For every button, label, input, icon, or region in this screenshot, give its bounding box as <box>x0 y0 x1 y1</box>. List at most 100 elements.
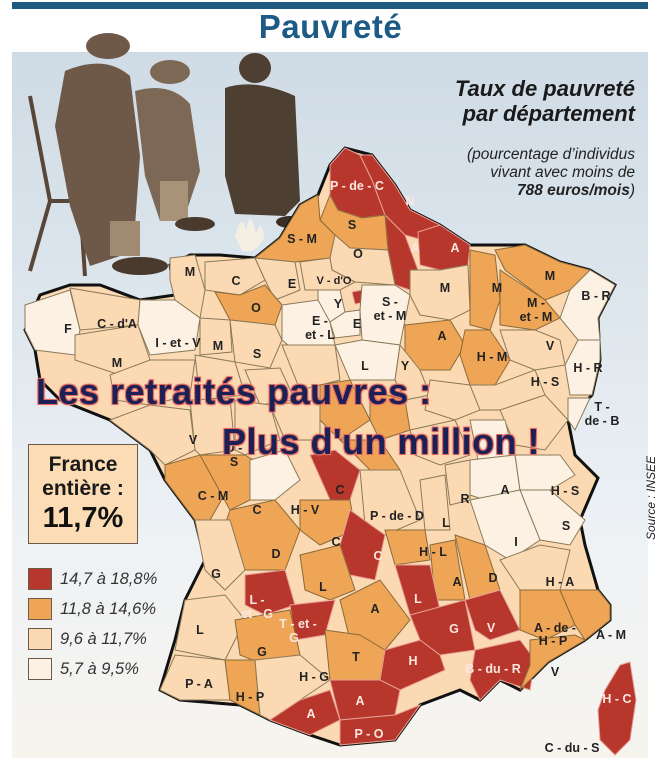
svg-text:H - C: H - C <box>602 692 631 706</box>
dept-lot[interactable] <box>299 544 356 601</box>
dept-indre-et-loire[interactable] <box>244 367 296 406</box>
svg-text:C: C <box>335 483 344 497</box>
dept-aude[interactable] <box>329 679 401 721</box>
dept-puy-de-dome[interactable] <box>359 469 421 536</box>
legend-item: 11,8 à 14,6% <box>28 594 157 624</box>
svg-text:R: R <box>460 492 469 506</box>
dept-loir-et-cher[interactable] <box>281 344 341 391</box>
dept-gironde[interactable] <box>194 519 246 591</box>
svg-text:E: E <box>288 277 296 291</box>
dept-alpes-de-haute-provence[interactable] <box>519 589 576 641</box>
dept-hautes-alpes[interactable] <box>499 544 571 591</box>
dept-creuse[interactable] <box>309 449 361 501</box>
svg-text:S: S <box>562 519 570 533</box>
svg-text:G: G <box>449 622 459 636</box>
dept-ariege[interactable] <box>268 689 341 736</box>
svg-text:M -: M - <box>527 296 545 310</box>
subtitle-line-2: par département <box>462 101 635 126</box>
svg-text:M: M <box>440 281 450 295</box>
dept-isere[interactable] <box>469 489 541 561</box>
dept-maine-et-loire[interactable] <box>194 354 246 401</box>
dept-calvados[interactable] <box>204 257 266 296</box>
source-credit: Source : INSEE <box>644 455 658 540</box>
svg-text:C: C <box>252 503 261 517</box>
map-legend: 14,7 à 18,8% 11,8 à 14,6% 9,6 à 11,7% 5,… <box>28 564 157 684</box>
svg-text:A - de -: A - de - <box>534 621 576 635</box>
dept-bas-rhin[interactable] <box>559 269 616 341</box>
dept-cantal[interactable] <box>339 509 386 581</box>
dept-sarthe[interactable] <box>229 319 283 369</box>
svg-text:L: L <box>319 580 327 594</box>
svg-text:V: V <box>551 665 560 679</box>
svg-text:A - M: A - M <box>596 628 626 642</box>
legend-swatch-red <box>28 568 52 590</box>
dept-mayenne[interactable] <box>199 317 233 356</box>
svg-text:B - du - R: B - du - R <box>465 662 521 676</box>
dept-corse[interactable] <box>597 661 637 756</box>
national-label-line-2: entière : <box>42 477 124 500</box>
dept-haute-vienne[interactable] <box>249 449 301 501</box>
dept-landes[interactable] <box>174 594 246 661</box>
dept-ardennes[interactable] <box>417 224 471 271</box>
dept-loire[interactable] <box>419 474 451 531</box>
dept-haut-rhin[interactable] <box>564 339 601 396</box>
dept-saone-et-loire[interactable] <box>409 419 471 466</box>
svg-text:M: M <box>112 356 122 370</box>
dept-val-d-oise[interactable] <box>299 257 357 291</box>
legend-item: 9,6 à 11,7% <box>28 624 157 654</box>
dept-meurthe-et-moselle[interactable] <box>499 269 561 331</box>
dept-vaucluse[interactable] <box>464 589 521 641</box>
dept-yonne[interactable] <box>394 343 431 401</box>
closing-paren: ) <box>629 182 635 199</box>
svg-text:S: S <box>230 455 238 469</box>
svg-text:H - A: H - A <box>546 575 575 589</box>
dept-deux-sevres[interactable] <box>189 397 236 456</box>
national-label-line-1: France <box>48 453 118 476</box>
dept-haute-loire[interactable] <box>384 529 431 566</box>
person-icon <box>55 33 168 275</box>
svg-text:H: H <box>408 654 417 668</box>
svg-text:Y: Y <box>334 297 343 311</box>
dept-vienne[interactable] <box>234 399 281 456</box>
svg-text:H - S: H - S <box>551 484 579 498</box>
svg-text:F: F <box>64 322 72 336</box>
svg-text:V - d'O: V - d'O <box>316 275 351 287</box>
dept-haute-savoie[interactable] <box>514 454 576 491</box>
dept-ille-et-vilaine[interactable] <box>137 299 201 356</box>
dept-loire-atlantique[interactable] <box>109 359 196 406</box>
dept-correze[interactable] <box>299 499 356 546</box>
svg-text:C: C <box>331 535 340 549</box>
svg-text:E: E <box>353 317 361 331</box>
dept-indre[interactable] <box>269 399 321 441</box>
svg-text:C: C <box>373 549 382 563</box>
dept-essonne[interactable] <box>329 309 361 339</box>
department-labels: P - de - C N A A S S - M O M C E V - d'O… <box>64 179 631 755</box>
legend-label: 11,8 à 14,6% <box>60 599 157 618</box>
dept-alpes-maritimes[interactable] <box>559 589 611 641</box>
svg-text:O: O <box>251 301 261 315</box>
overlay-headline-line-2: Plus d'un million ! <box>222 421 541 462</box>
dept-territoire-de-belfort[interactable] <box>567 397 591 431</box>
dept-doubs[interactable] <box>499 394 569 451</box>
dept-nievre[interactable] <box>369 389 411 441</box>
dept-var[interactable] <box>519 634 587 691</box>
dept-bouches-du-rhone[interactable] <box>469 639 536 701</box>
svg-text:et - M: et - M <box>374 309 407 323</box>
threshold-value: 788 euros/mois <box>516 182 630 199</box>
svg-text:A: A <box>452 575 461 589</box>
svg-text:A: A <box>355 694 364 708</box>
people-illustration <box>28 33 304 277</box>
svg-text:G: G <box>211 567 221 581</box>
svg-text:H - S: H - S <box>531 375 559 389</box>
legend-item: 5,7 à 9,5% <box>28 654 157 684</box>
dept-pyrenees-orientales[interactable] <box>339 703 422 746</box>
dept-hautes-pyrenees[interactable] <box>224 659 261 716</box>
dept-lot-et-garonne[interactable] <box>244 569 296 616</box>
national-rate-value: 11,7% <box>42 502 124 534</box>
legend-swatch-orange <box>28 598 52 620</box>
dept-marne[interactable] <box>409 264 471 321</box>
dept-eure[interactable] <box>254 257 301 301</box>
dept-cote-d-or[interactable] <box>424 379 481 421</box>
dept-gard[interactable] <box>409 599 476 656</box>
